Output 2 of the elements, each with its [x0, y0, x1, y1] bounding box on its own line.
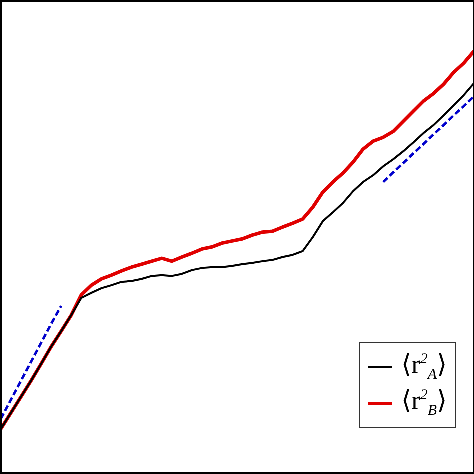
legend-label: ⟨r$^{2}$$_{A}$⟩ [402, 349, 447, 386]
legend-label: ⟨r$^{2}$$_{B}$⟩ [402, 385, 447, 421]
